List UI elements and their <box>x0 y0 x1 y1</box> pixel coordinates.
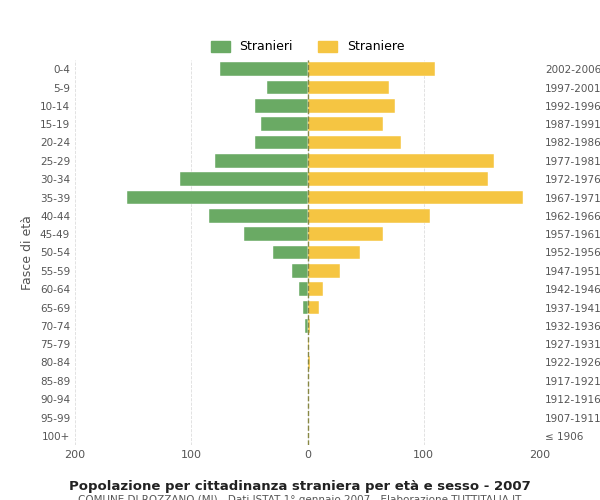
Bar <box>179 172 308 186</box>
Bar <box>308 99 395 112</box>
Bar <box>267 80 308 94</box>
Bar <box>303 300 308 314</box>
Bar <box>299 282 308 296</box>
Bar <box>308 246 360 260</box>
Bar <box>244 228 308 241</box>
Text: Popolazione per cittadinanza straniera per età e sesso - 2007: Popolazione per cittadinanza straniera p… <box>69 480 531 493</box>
Bar <box>308 282 323 296</box>
Bar <box>209 209 308 222</box>
Y-axis label: Fasce di età: Fasce di età <box>22 215 34 290</box>
Bar <box>308 154 493 168</box>
Bar <box>255 99 308 112</box>
Bar <box>292 264 308 278</box>
Bar <box>220 62 308 76</box>
Bar <box>127 190 308 204</box>
Bar <box>308 136 401 149</box>
Text: COMUNE DI ROZZANO (MI) - Dati ISTAT 1° gennaio 2007 - Elaborazione TUTTITALIA.IT: COMUNE DI ROZZANO (MI) - Dati ISTAT 1° g… <box>79 495 521 500</box>
Bar <box>255 136 308 149</box>
Bar <box>308 300 319 314</box>
Legend: Stranieri, Straniere: Stranieri, Straniere <box>206 36 409 59</box>
Bar <box>308 172 488 186</box>
Bar <box>308 118 383 131</box>
Bar <box>261 118 308 131</box>
Bar <box>308 356 310 370</box>
Bar <box>215 154 308 168</box>
Bar <box>308 190 523 204</box>
Bar <box>308 228 383 241</box>
Bar <box>308 264 340 278</box>
Bar <box>272 246 308 260</box>
Bar <box>305 319 308 332</box>
Bar <box>308 62 436 76</box>
Bar <box>308 209 430 222</box>
Bar <box>308 319 310 332</box>
Bar <box>308 80 389 94</box>
